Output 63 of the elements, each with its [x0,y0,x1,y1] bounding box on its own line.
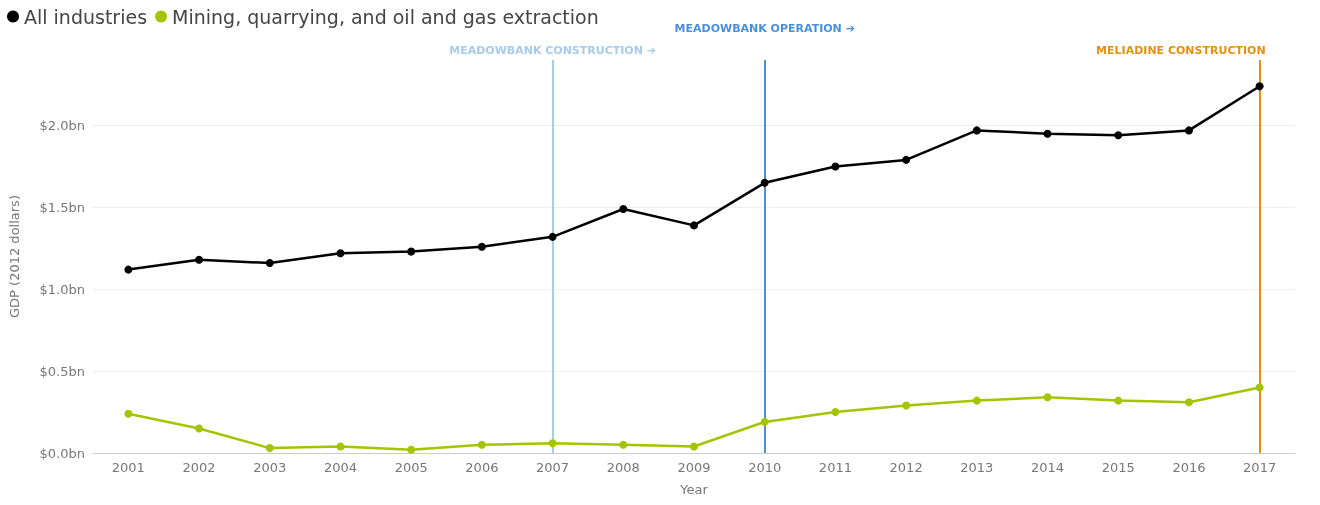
legend-label: All industries [24,5,148,28]
ref-line-label: MELIADINE CONSTRUCTION [1096,44,1266,57]
point [972,126,981,135]
point [124,409,133,418]
x-tick-label: 2005 [394,460,428,475]
x-tick-label: 2007 [536,460,570,475]
point [477,440,486,449]
point [760,417,769,426]
x-tick-label: 2017 [1243,460,1277,475]
y-tick-label: $0.5bn [39,363,85,379]
x-tick-label: 2008 [606,460,640,475]
point [902,155,911,164]
x-tick-label: 2012 [889,460,923,475]
point [1043,393,1052,402]
point [1184,126,1193,135]
point [831,408,840,417]
x-tick-label: 2013 [960,460,994,475]
x-tick-label: 2003 [253,460,287,475]
ref-line-label: MEADOWBANK OPERATION ➔ [674,22,855,35]
point [407,445,416,454]
point [336,249,345,258]
x-tick-label: 2009 [677,460,711,475]
x-tick-label: 2002 [182,460,216,475]
x-tick-label: 2001 [111,460,145,475]
point [336,442,345,451]
point [548,439,557,448]
point [972,396,981,405]
point [1255,82,1264,91]
point [1043,129,1052,138]
point [477,242,486,251]
point [195,424,204,433]
point [690,221,698,230]
x-tick-label: 2010 [748,460,782,475]
x-tick-label: 2011 [818,460,852,475]
point [690,442,698,451]
x-tick-label: 2006 [465,460,499,475]
y-tick-label: $1.0bn [39,281,85,297]
point [407,247,416,256]
point [265,444,274,453]
point [1184,398,1193,407]
x-axis-title: Year [679,482,709,497]
point [831,162,840,171]
point [195,255,204,264]
point [619,440,628,449]
x-tick-label: 2004 [323,460,358,475]
point [760,178,769,187]
point [265,259,274,268]
y-tick-label: $1.5bn [39,199,85,215]
x-tick-label: 2015 [1101,460,1135,475]
ref-line-label: MEADOWBANK CONSTRUCTION ➔ [449,44,656,57]
legend-label: Mining, quarrying, and oil and gas extraction [172,5,599,28]
x-tick-label: 2016 [1172,460,1206,475]
y-axis-title: GDP (2012 dollars) [7,195,22,318]
point [619,205,628,214]
y-tick-label: $2.0bn [39,118,85,133]
point [1114,396,1123,405]
point [902,401,911,410]
point [124,265,133,274]
point [548,232,557,241]
point [1114,131,1123,140]
point [1255,383,1264,392]
x-tick-label: 2014 [1030,460,1065,475]
y-tick-label: $0.0bn [39,445,85,461]
